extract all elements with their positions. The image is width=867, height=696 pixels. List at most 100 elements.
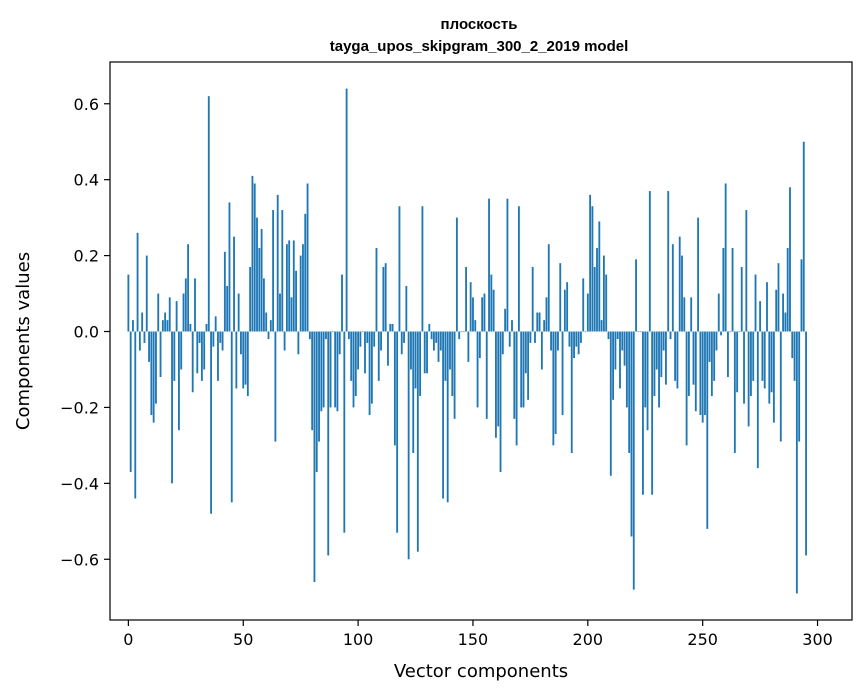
bar [717, 293, 720, 332]
chart-title: плоскость [441, 16, 518, 33]
bar [414, 331, 417, 389]
bar [706, 331, 709, 529]
bar [655, 331, 658, 370]
bar [226, 285, 229, 332]
bar [377, 331, 380, 381]
bar [635, 259, 637, 332]
bar [221, 331, 224, 351]
bar [272, 210, 275, 332]
bar [639, 331, 642, 333]
bar [745, 210, 748, 332]
bar [543, 320, 546, 332]
bar [210, 331, 212, 514]
bar [242, 331, 245, 389]
bar [478, 331, 481, 359]
bar [449, 331, 451, 370]
bar [285, 244, 288, 332]
bar [325, 331, 327, 340]
bars-group [127, 88, 807, 594]
bar [469, 282, 472, 332]
bar [235, 331, 238, 389]
bar [800, 259, 803, 332]
bar [600, 320, 603, 332]
bar [685, 331, 688, 446]
bar [517, 206, 520, 332]
bar [143, 331, 146, 343]
bar [724, 183, 727, 332]
bar [166, 320, 169, 332]
bar [490, 274, 493, 332]
bar [621, 331, 624, 351]
bar [710, 331, 713, 397]
bar [405, 285, 408, 332]
bar [171, 331, 173, 484]
y-tick-label: −0.6 [60, 550, 99, 569]
bar [545, 297, 548, 332]
y-tick-label: −0.4 [60, 474, 99, 493]
bar [274, 331, 277, 442]
bar [233, 236, 235, 332]
bar [396, 331, 399, 533]
bar [740, 266, 743, 332]
bar [481, 297, 484, 332]
bar [736, 331, 739, 393]
bar [568, 331, 571, 347]
bar [265, 312, 268, 332]
bar [237, 293, 240, 332]
bar [671, 244, 674, 332]
bar [334, 331, 337, 408]
bar [198, 331, 201, 343]
bar [483, 293, 486, 332]
bar [194, 278, 196, 332]
bar [393, 331, 396, 446]
bar [467, 331, 470, 362]
bar [398, 206, 401, 332]
bar [495, 331, 497, 438]
bar [795, 331, 798, 594]
bar [623, 331, 626, 366]
bar [713, 331, 716, 381]
bar [444, 331, 447, 381]
bar [563, 289, 566, 332]
y-axis-ticks: −0.6 −0.4 −0.2 0.0 0.2 0.4 0.6 [60, 95, 110, 569]
bar [391, 323, 394, 332]
bar [453, 331, 456, 419]
bar [630, 331, 633, 537]
bar [315, 331, 318, 472]
bar [488, 198, 490, 332]
bar [384, 263, 387, 332]
bar [249, 266, 252, 332]
bar [343, 331, 346, 533]
bar [246, 331, 249, 397]
bar [722, 248, 725, 332]
bar [632, 331, 635, 590]
bar [191, 331, 194, 393]
bar [364, 331, 366, 374]
bar [580, 331, 582, 343]
bar [295, 270, 297, 332]
bar [474, 320, 477, 332]
bar [619, 331, 621, 389]
bar [665, 331, 667, 385]
x-tick-label: 200 [573, 630, 604, 649]
plot-background [110, 62, 852, 620]
bar [527, 331, 530, 400]
bar [138, 331, 141, 351]
bar [357, 331, 360, 370]
chart-subtitle: tayga_upos_skipgram_300_2_2019 model [330, 38, 629, 55]
bar [805, 331, 807, 556]
bar [400, 331, 403, 355]
bar [598, 221, 601, 332]
bar [628, 331, 631, 453]
bar [612, 331, 615, 400]
bar [731, 248, 734, 332]
bar [472, 297, 474, 332]
bar [389, 323, 392, 332]
y-tick-label: 0.2 [74, 247, 99, 266]
bar [570, 331, 573, 453]
bar [508, 331, 511, 347]
bar [750, 331, 752, 397]
bar [375, 248, 378, 332]
bar [157, 293, 160, 332]
bar [513, 331, 516, 419]
